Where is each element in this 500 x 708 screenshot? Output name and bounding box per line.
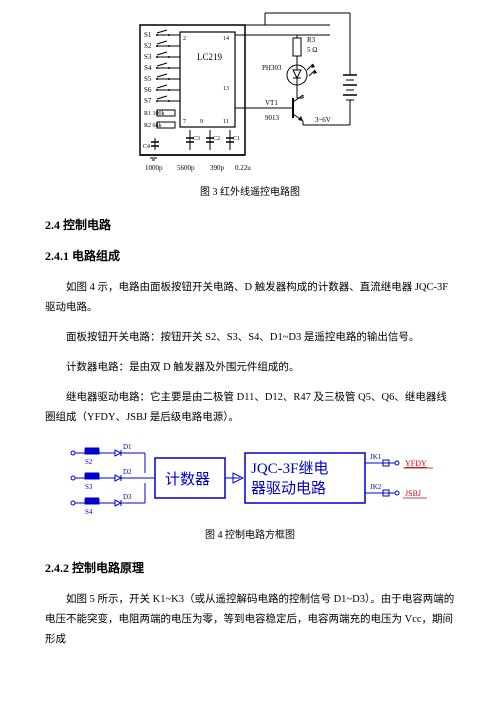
svg-text:S4: S4 bbox=[144, 64, 152, 72]
svg-text:C4: C4 bbox=[143, 144, 150, 150]
svg-text:1000p: 1000p bbox=[145, 164, 163, 172]
svg-text:C1: C1 bbox=[233, 136, 240, 142]
svg-text:S5: S5 bbox=[144, 75, 152, 83]
svg-text:D3: D3 bbox=[123, 493, 132, 501]
figure4-caption: 图 4 控制电路方框图 bbox=[45, 526, 455, 541]
figure3-circuit-diagram: LC219 S1 S2 S3 S4 bbox=[135, 10, 365, 175]
capacitors: C4 C3 C2 C1 bbox=[143, 130, 240, 150]
svg-text:R2 68k: R2 68k bbox=[144, 123, 162, 129]
svg-text:11: 11 bbox=[223, 119, 229, 125]
svg-text:JK2: JK2 bbox=[370, 483, 382, 491]
svg-text:14: 14 bbox=[223, 36, 229, 42]
svg-text:C2: C2 bbox=[213, 136, 220, 142]
svg-text:9: 9 bbox=[200, 119, 203, 125]
svg-text:S1: S1 bbox=[144, 31, 152, 39]
section-2-4-heading: 2.4 控制电路 bbox=[45, 216, 455, 233]
output2: JSBJ bbox=[405, 489, 421, 498]
chip-label: LC219 bbox=[197, 52, 223, 62]
svg-text:5 Ω: 5 Ω bbox=[307, 46, 317, 54]
svg-text:S2: S2 bbox=[85, 458, 93, 466]
svg-text:R3: R3 bbox=[307, 36, 316, 44]
svg-text:5600p: 5600p bbox=[177, 164, 195, 172]
svg-text:13: 13 bbox=[223, 86, 229, 92]
svg-text:D2: D2 bbox=[123, 468, 132, 476]
svg-text:3~6V: 3~6V bbox=[315, 116, 331, 124]
circuit-svg: LC219 S1 S2 S3 S4 bbox=[135, 10, 365, 175]
svg-text:S4: S4 bbox=[85, 508, 93, 516]
para-2-4-1-3: 计数器电路：是由双 D 触发器及外围元件组成的。 bbox=[45, 358, 455, 378]
svg-text:R1 100k: R1 100k bbox=[144, 111, 165, 117]
svg-text:S3: S3 bbox=[85, 483, 93, 491]
svg-text:S2: S2 bbox=[144, 42, 152, 50]
svg-text:2: 2 bbox=[183, 36, 186, 42]
block1-label: 计数器 bbox=[165, 471, 210, 488]
svg-text:9013: 9013 bbox=[265, 114, 280, 122]
output1: YFDY bbox=[405, 459, 427, 468]
block2-label-1: JQC-3F继电 bbox=[251, 460, 329, 477]
para-2-4-1-1: 如图 4 示，电路由面板按钮开关电路、D 触发器构成的计数器、直流继电器 JQC… bbox=[45, 278, 455, 318]
svg-text:VT1: VT1 bbox=[265, 99, 278, 107]
svg-text:0.22u: 0.22u bbox=[235, 164, 251, 172]
svg-text:S6: S6 bbox=[144, 86, 152, 94]
svg-text:390p: 390p bbox=[210, 164, 225, 172]
section-2-4-1-heading: 2.4.1 电路组成 bbox=[45, 247, 455, 264]
block-svg: S2 D1 S3 D2 S4 bbox=[65, 438, 435, 518]
para-2-4-2-1: 如图 5 所示，开关 K1~K3（或从遥控解码电路的控制信号 D1~D3）。由于… bbox=[45, 590, 455, 650]
svg-text:S7: S7 bbox=[144, 97, 152, 105]
figure4-block-diagram: S2 D1 S3 D2 S4 bbox=[65, 438, 435, 518]
figure3-caption: 图 3 红外线遥控电路图 bbox=[45, 183, 455, 198]
svg-text:PH303: PH303 bbox=[262, 64, 282, 72]
para-2-4-1-4: 继电器驱动电路：它主要是由二极管 D11、D12、R47 及三极管 Q5、Q6、… bbox=[45, 388, 455, 428]
block2-label-2: 器驱动电路 bbox=[251, 480, 326, 497]
svg-text:C3: C3 bbox=[193, 136, 200, 142]
para-2-4-1-2: 面板按钮开关电路：按钮开关 S2、S3、S4、D1~D3 是遥控电路的输出信号。 bbox=[45, 328, 455, 348]
svg-text:S3: S3 bbox=[144, 53, 152, 61]
svg-text:7: 7 bbox=[183, 119, 186, 125]
switches-group: S1 S2 S3 S4 S5 bbox=[144, 30, 180, 105]
inputs: S2 D1 S3 D2 S4 bbox=[71, 443, 155, 516]
svg-text:JK1: JK1 bbox=[370, 453, 382, 461]
section-2-4-2-heading: 2.4.2 控制电路原理 bbox=[45, 559, 455, 576]
svg-text:D1: D1 bbox=[123, 443, 132, 451]
